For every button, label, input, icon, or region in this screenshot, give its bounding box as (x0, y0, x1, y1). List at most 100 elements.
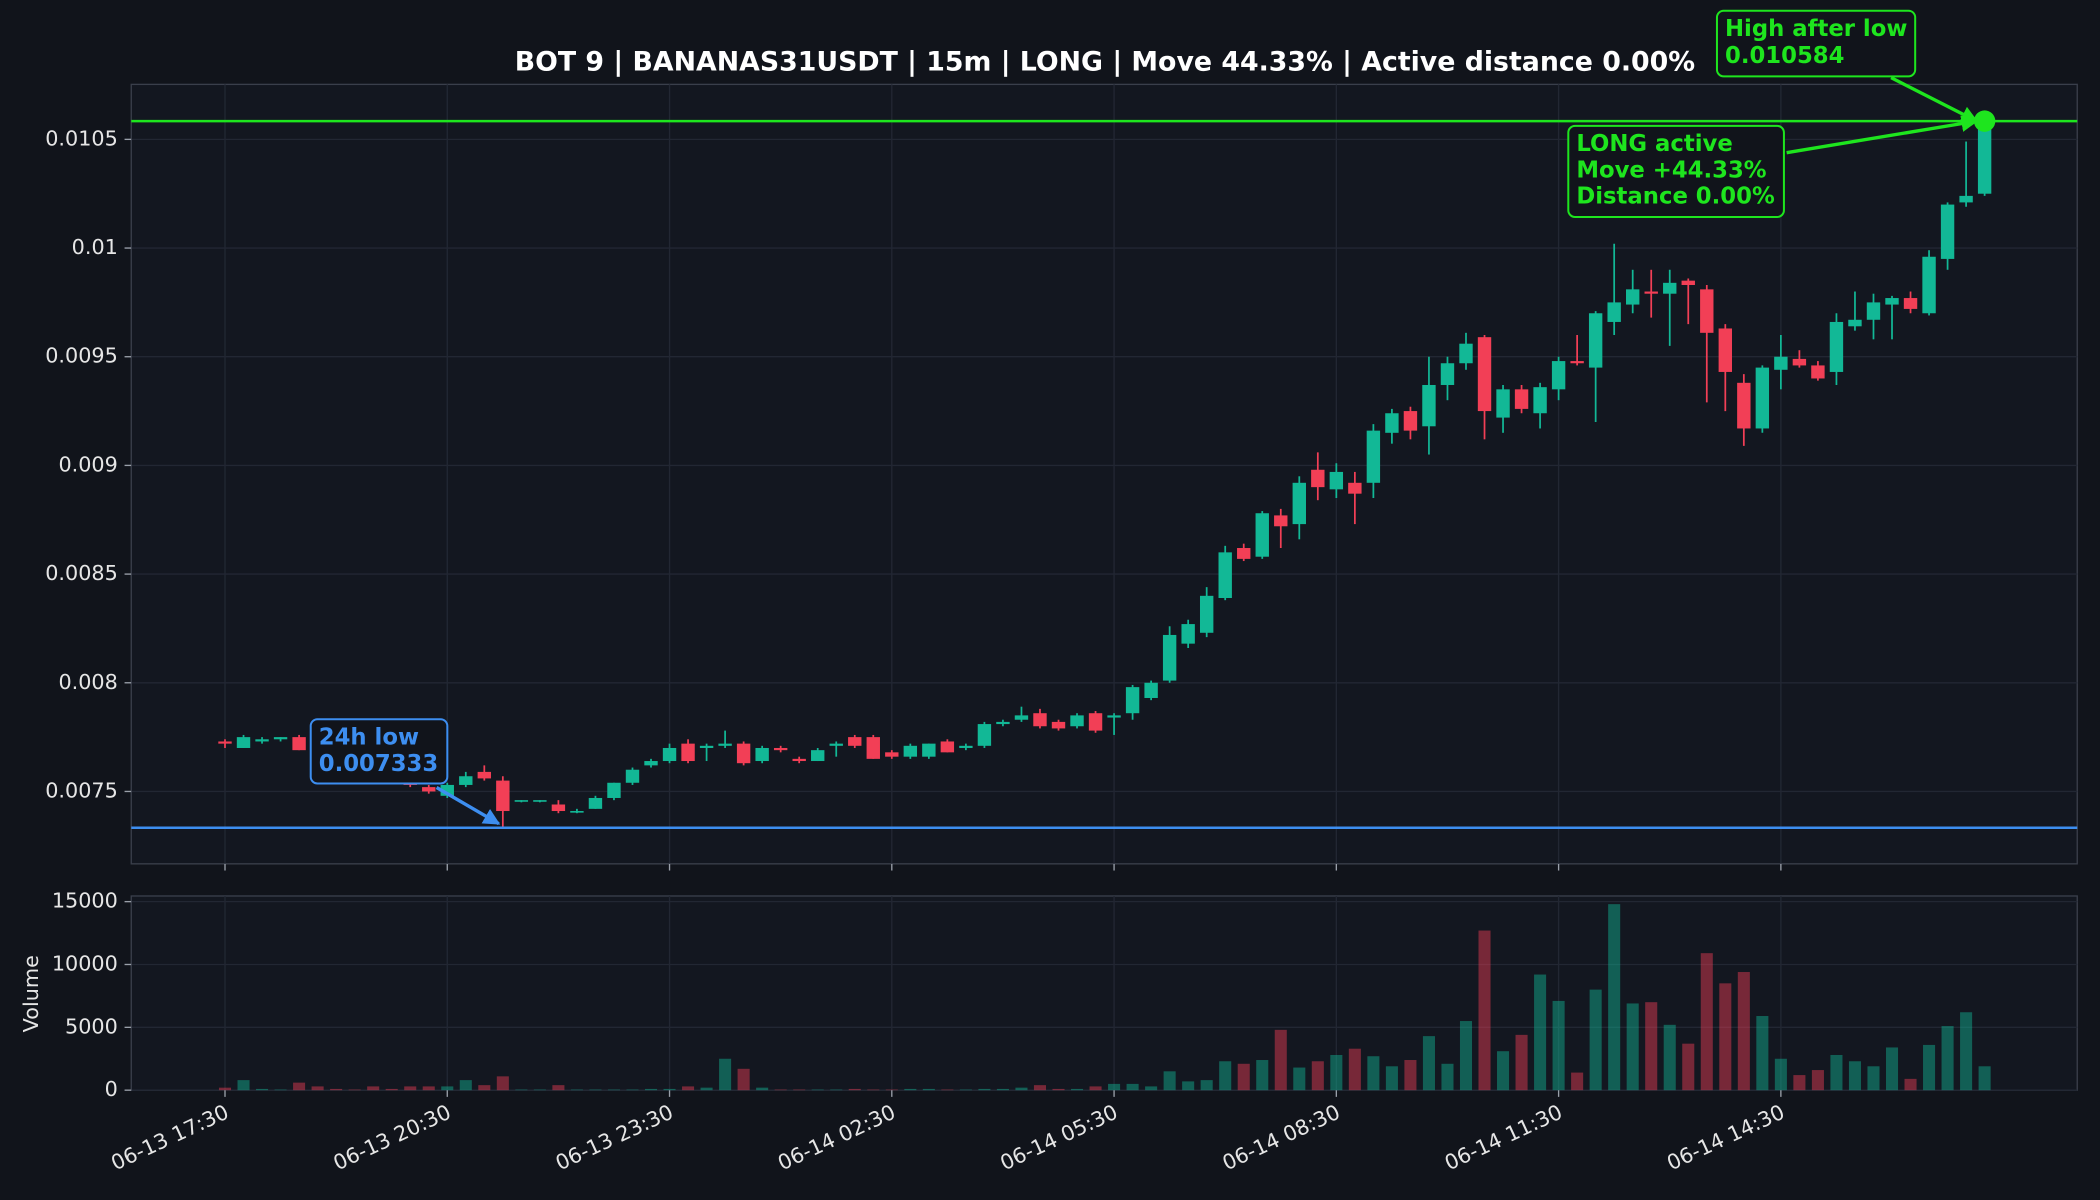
volume-bar (1348, 1048, 1361, 1091)
candle (1162, 626, 1177, 683)
candle (1681, 278, 1695, 325)
volume-bar (1052, 1088, 1065, 1091)
candle-body (1255, 513, 1269, 557)
candle-body (551, 804, 566, 812)
candle-body (773, 747, 788, 751)
candle (1829, 313, 1844, 385)
volume-bar (904, 1088, 917, 1091)
volume-bar (1811, 1070, 1824, 1091)
candle (1051, 719, 1066, 731)
candle-body (1162, 634, 1177, 681)
volume-bar (848, 1088, 861, 1091)
candle (1125, 684, 1140, 720)
volume-bar (533, 1089, 546, 1091)
volume-bar (1645, 1002, 1658, 1091)
candle-body (1959, 195, 1973, 203)
candle-body (1755, 367, 1770, 429)
candle-body (273, 737, 288, 740)
annotation-box (1567, 124, 1785, 218)
candle (1607, 243, 1621, 335)
candle (699, 743, 714, 762)
annotation-label: 24h low (319, 724, 419, 750)
volume-bar (1182, 1081, 1195, 1091)
candle-body (1014, 715, 1029, 720)
candle-body (1700, 289, 1714, 333)
volume-bar (1126, 1083, 1139, 1091)
y-tick-label: 0 (105, 1077, 118, 1101)
candle-body (1903, 298, 1918, 309)
candle-body (1866, 302, 1881, 320)
candle (1848, 291, 1862, 331)
annotation-label: High after low (1725, 16, 1907, 42)
candle (1977, 121, 1992, 196)
candle (551, 800, 566, 814)
candle (1274, 508, 1288, 549)
volume-bar (922, 1088, 935, 1091)
candle-body (514, 800, 529, 802)
candle (736, 741, 751, 766)
candle-body (1533, 387, 1547, 414)
candle-body (662, 747, 677, 762)
volume-bar (1534, 974, 1547, 1091)
volume-bar (1015, 1087, 1028, 1091)
candle-body (1588, 313, 1603, 368)
volume-bar (552, 1085, 565, 1091)
candle-body (1940, 204, 1955, 259)
candle-body (1477, 337, 1492, 412)
volume-bar (1923, 1044, 1936, 1091)
volume-bar (1737, 972, 1750, 1091)
candle (255, 737, 269, 744)
annotation-value: 0.010584 (1725, 43, 1844, 69)
candle (1311, 452, 1325, 501)
candle (1348, 471, 1362, 525)
candle-body (1459, 343, 1473, 364)
candle (903, 743, 918, 759)
volume-bar (237, 1080, 250, 1091)
candle-body (1718, 328, 1733, 372)
volume-bar (1441, 1063, 1454, 1091)
candle-body (977, 724, 992, 746)
candle (607, 782, 621, 801)
high-marker (1973, 110, 1996, 132)
volume-bar (1367, 1056, 1380, 1091)
volume-bar (218, 1087, 232, 1091)
candle (866, 734, 880, 759)
candle (1866, 293, 1881, 340)
candle (1181, 619, 1195, 648)
volume-bar (644, 1088, 658, 1091)
candle-body (1607, 302, 1621, 322)
candle-body (496, 780, 510, 812)
volume-bar (1515, 1034, 1528, 1091)
candle (422, 784, 436, 794)
volume-bar (570, 1089, 583, 1091)
candle (1366, 424, 1381, 499)
volume-bar (1774, 1058, 1787, 1091)
volume-bar (1497, 1051, 1510, 1091)
volume-bar (1885, 1047, 1899, 1091)
candle (959, 743, 973, 751)
volume-bar (1145, 1086, 1158, 1091)
candle-body (1274, 515, 1288, 527)
candle (1329, 463, 1344, 499)
annotation-arrow (1786, 115, 1979, 155)
candle-body (718, 743, 732, 746)
y-tick-label: 0.0075 (45, 778, 118, 802)
candle-body (1348, 482, 1362, 494)
volume-bar (1237, 1063, 1250, 1091)
volume-bar (1311, 1061, 1324, 1091)
candle (1255, 511, 1269, 559)
candle-body (1514, 389, 1529, 409)
candle-body (1385, 413, 1399, 433)
candle-body (1051, 721, 1066, 729)
candle-body (1977, 121, 1992, 194)
volume-bar (1756, 1016, 1769, 1091)
candle-body (699, 745, 714, 748)
volume-bar (1793, 1075, 1806, 1091)
candle-body (1033, 713, 1047, 727)
candle (1570, 334, 1584, 366)
volume-bar (441, 1086, 454, 1091)
candle-body (829, 743, 843, 746)
candle-body (570, 811, 584, 813)
annotation-text: Move +44.33% (1576, 157, 1766, 183)
volume-bar (1700, 953, 1713, 1091)
